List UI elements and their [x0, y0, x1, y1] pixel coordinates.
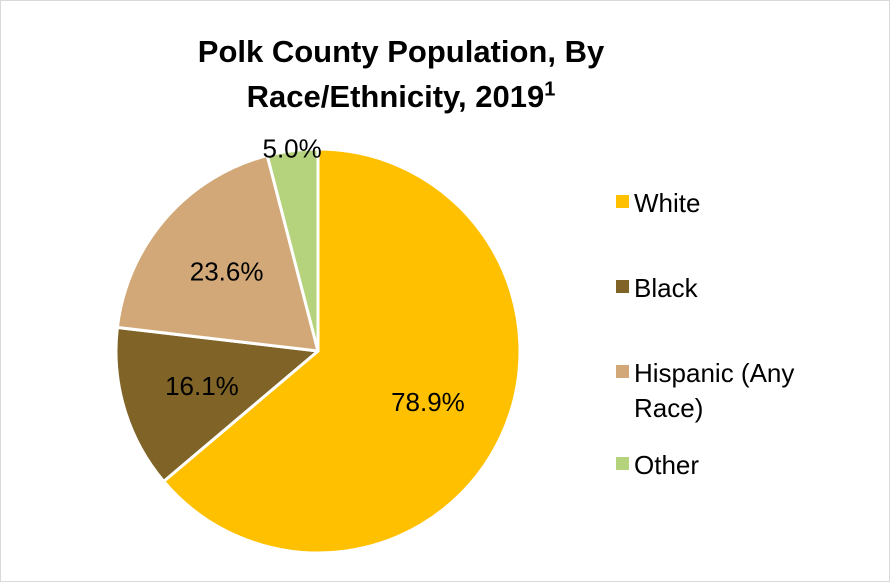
legend-label-white: White	[634, 188, 701, 218]
data-label-other: 5.0%	[263, 134, 322, 164]
legend-label-other: Other	[634, 450, 700, 480]
data-label-white: 78.9%	[391, 387, 465, 417]
legend-label-black: Black	[634, 273, 698, 303]
legend-item-other: Other	[616, 448, 876, 483]
legend-swatch-white	[616, 195, 629, 208]
chart-title-footnote: 1	[544, 78, 556, 101]
legend-swatch-black	[616, 280, 629, 293]
pie-slice-other	[265, 147, 320, 353]
legend-item-hispanic: Hispanic (Any Race)	[616, 356, 876, 426]
pie-slice-black	[114, 325, 320, 483]
legend-item-black: Black	[616, 271, 876, 306]
legend-swatch-other	[616, 457, 629, 470]
data-label-hispanic: 23.6%	[190, 256, 264, 286]
legend-swatch-hispanic	[616, 365, 629, 378]
legend-label-hispanic: Hispanic (Any Race)	[634, 358, 795, 423]
data-label-black: 16.1%	[165, 371, 239, 401]
pie-slice-hispanic	[115, 153, 320, 353]
chart-title-text: Polk County Population, By Race/Ethnicit…	[197, 34, 605, 114]
chart-title: Polk County Population, By Race/Ethnicit…	[151, 29, 651, 119]
legend-item-white: White	[616, 186, 876, 221]
pie-slice-white	[162, 147, 522, 555]
